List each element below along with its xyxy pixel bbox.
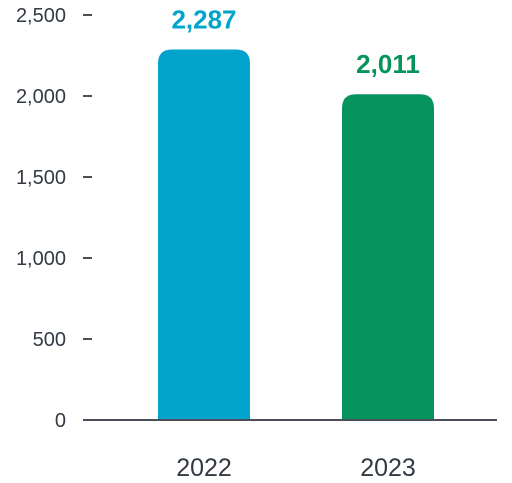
y-tick-label: 1,000 [16,248,66,270]
y-tick-label: 2,500 [16,5,66,27]
value-labels: 2,287 2,011 [171,5,419,80]
bars [158,49,434,420]
x-axis-labels: 2022 2023 [176,454,416,482]
y-tick-label: 1,500 [16,167,66,189]
bar-2022 [158,49,250,420]
y-tick-label: 2,000 [16,86,66,108]
x-category-label: 2023 [360,454,416,482]
y-tick-label: 0 [55,410,66,432]
bar-value-label: 2,011 [356,49,420,79]
y-tick-label: 500 [33,329,66,351]
x-category-label: 2022 [176,454,232,482]
bar-value-label: 2,287 [171,5,236,35]
y-axis: 0 500 1,000 1,500 2,000 2,500 [16,5,92,432]
bar-2023 [342,94,434,420]
